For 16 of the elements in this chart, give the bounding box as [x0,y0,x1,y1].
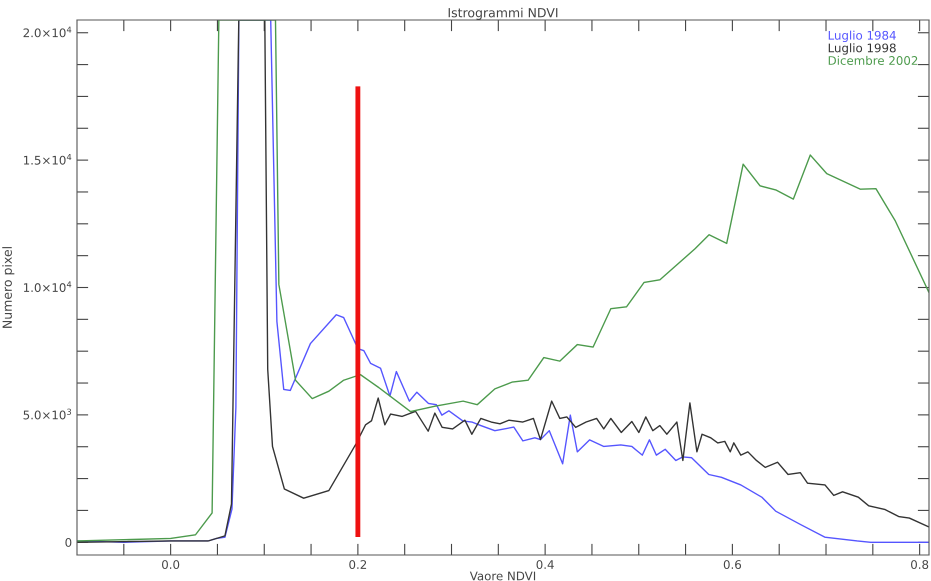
text: Luglio 1998 [828,43,896,55]
x-tick-label: 0.6 [724,560,742,569]
y-tick-label: 1.5×10$^{4}$ [24,154,72,165]
x-tick-label: 0.2 [349,560,366,569]
y-tick-label: 0 [65,538,72,547]
x-axis-title: Vaore NDVI [470,572,536,580]
y-tick-label: 1.0×10$^{4}$ [24,281,72,292]
x-tick-label: 0.0 [162,560,180,569]
y-tick-label: 2.0×10$^{4}$ [24,26,72,38]
text: Luglio 1984 [828,30,896,42]
y-tick-label: 5.0×10$^{3}$ [24,408,72,420]
chart-title: Istrogrammi NDVI [448,8,558,20]
y-axis-title: Numero pixel [2,247,14,328]
x-tick-label: 0.8 [911,560,928,569]
x-tick-label: 0.4 [536,560,554,569]
text: Dicembre 2002 [828,56,918,65]
